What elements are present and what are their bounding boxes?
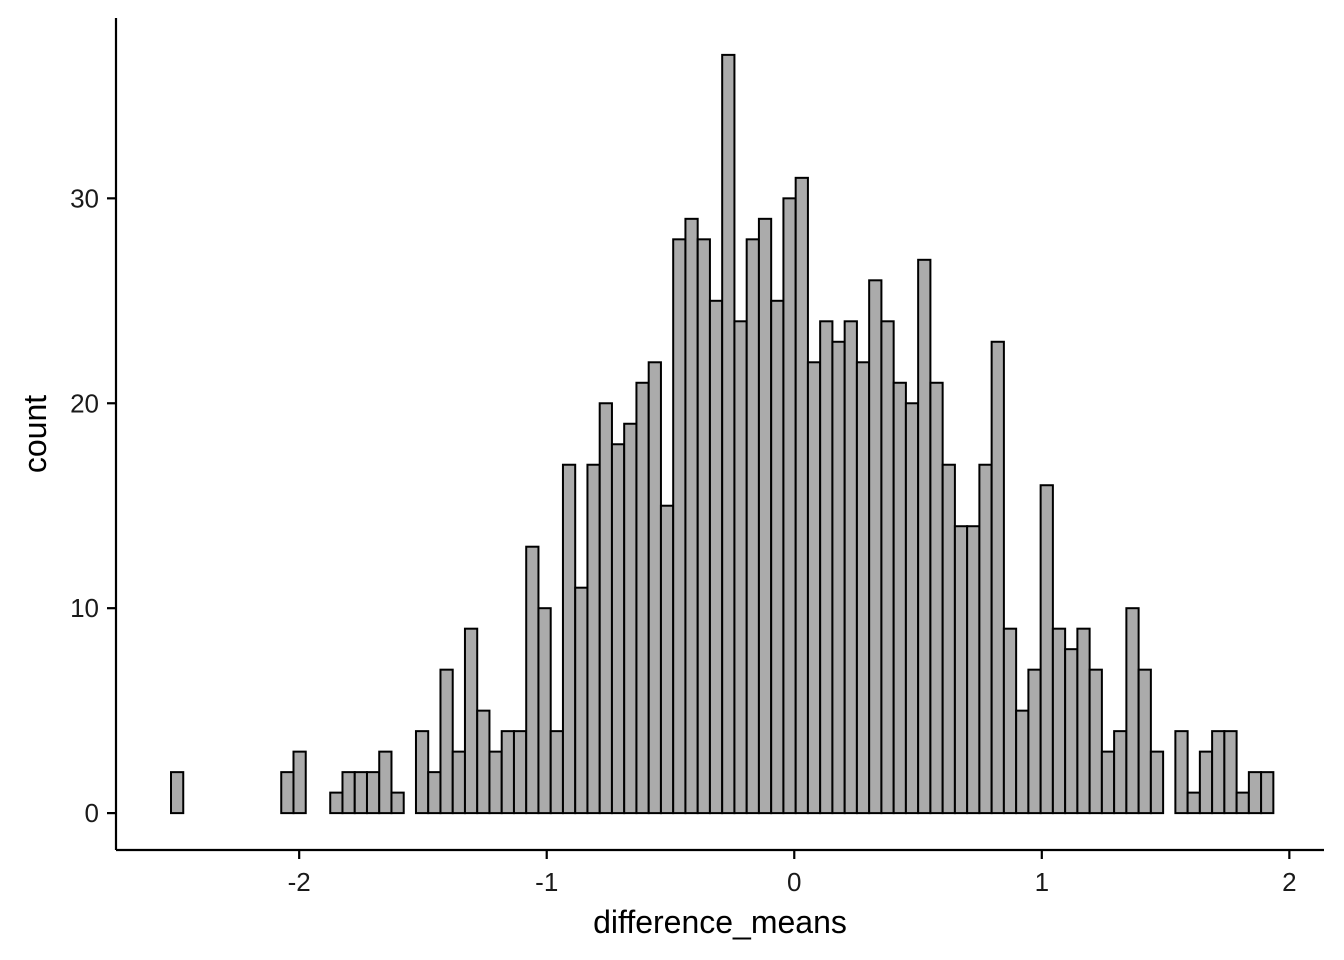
histogram-bar — [1113, 730, 1128, 815]
histogram-bar — [892, 381, 907, 815]
histogram-bar — [525, 545, 540, 815]
y-tick-label: 30 — [70, 183, 99, 213]
histogram-bar — [1039, 484, 1054, 815]
histogram-bar — [476, 709, 491, 815]
histogram-bar — [684, 217, 699, 815]
y-axis-ticks: 0 10 20 30 — [70, 183, 116, 828]
histogram-bar — [329, 791, 344, 815]
histogram-bar — [757, 217, 773, 815]
histogram-bar — [745, 238, 760, 815]
histogram-bar — [574, 586, 589, 815]
histogram-bar — [855, 361, 871, 815]
histogram-bar — [427, 771, 442, 815]
histogram-bar — [610, 443, 626, 815]
histogram-bar — [500, 730, 515, 815]
histogram-bar — [1223, 730, 1238, 815]
histogram-bar — [659, 504, 675, 815]
histogram-bar — [390, 791, 405, 815]
histogram-bar — [414, 730, 430, 815]
histogram-bar — [1211, 730, 1226, 815]
y-tick-label: 10 — [70, 593, 99, 623]
histogram-bar — [929, 381, 944, 815]
histogram-bar — [733, 320, 748, 815]
histogram-bar — [978, 463, 993, 815]
histogram-bar — [635, 381, 650, 815]
y-tick-label: 0 — [85, 798, 99, 828]
histogram-bar — [1051, 627, 1067, 815]
histogram-bars — [170, 53, 1275, 815]
histogram-bar — [990, 340, 1005, 815]
x-tick-label: -2 — [288, 867, 311, 897]
histogram-bar — [966, 525, 981, 815]
histogram-bar — [782, 197, 797, 815]
y-tick-label: 20 — [70, 388, 99, 418]
histogram-bar — [1149, 750, 1165, 815]
histogram-bar — [439, 668, 454, 815]
histogram-bar — [672, 238, 687, 815]
x-tick-label: 0 — [787, 867, 801, 897]
histogram-bar — [1002, 627, 1018, 815]
histogram-bar — [1198, 750, 1214, 815]
histogram-bar — [880, 320, 895, 815]
histogram-bar — [586, 463, 601, 815]
histogram-bar — [1247, 771, 1263, 815]
histogram-bar — [904, 402, 920, 815]
histogram-bar — [831, 340, 846, 815]
x-tick-label: -1 — [535, 867, 558, 897]
histogram-bar — [549, 730, 564, 815]
histogram-bar — [1027, 668, 1042, 815]
x-axis-title: difference_means — [593, 904, 847, 940]
histogram-bar — [378, 750, 393, 815]
histogram-bar — [1100, 750, 1116, 815]
histogram-bar — [1125, 607, 1140, 815]
histogram-bar — [365, 771, 381, 815]
histogram-bar — [794, 176, 809, 815]
x-tick-label: 2 — [1282, 867, 1296, 897]
histogram-bar — [917, 258, 932, 815]
histogram-bar — [537, 607, 552, 815]
histogram-bar — [1064, 648, 1079, 815]
histogram-bar — [647, 361, 662, 815]
histogram-bar — [353, 771, 368, 815]
histogram-bar — [598, 402, 613, 815]
histogram-bar — [292, 750, 307, 815]
histogram-bar — [623, 422, 638, 815]
histogram-bar — [708, 299, 724, 815]
histogram-bar — [1015, 709, 1030, 815]
histogram-bar — [1235, 791, 1250, 815]
histogram-bar — [843, 320, 858, 815]
x-tick-label: 1 — [1035, 867, 1049, 897]
histogram-bar — [819, 320, 834, 815]
histogram-bar — [280, 771, 295, 815]
histogram-bar — [512, 730, 528, 815]
histogram-bar — [451, 750, 466, 815]
histogram-bar — [953, 525, 969, 815]
histogram-bar — [868, 279, 883, 815]
x-axis-ticks: -2 -1 0 1 2 — [288, 850, 1297, 897]
histogram-bar — [1137, 668, 1152, 815]
histogram-bar — [1260, 771, 1275, 815]
histogram-bar — [463, 627, 479, 815]
histogram-bar — [1186, 791, 1201, 815]
histogram-bar — [770, 299, 785, 815]
histogram-bar — [1076, 627, 1091, 815]
histogram-bar — [806, 361, 822, 815]
histogram-bar — [488, 750, 503, 815]
histogram-bar — [341, 771, 356, 815]
histogram-bar — [1174, 730, 1189, 815]
histogram-bar — [1088, 668, 1103, 815]
histogram-bar — [561, 463, 577, 815]
histogram-bar — [721, 53, 736, 815]
histogram-bar — [941, 463, 956, 815]
histogram-bar — [696, 238, 711, 815]
histogram-bar — [170, 771, 185, 815]
y-axis-title: count — [17, 395, 53, 473]
